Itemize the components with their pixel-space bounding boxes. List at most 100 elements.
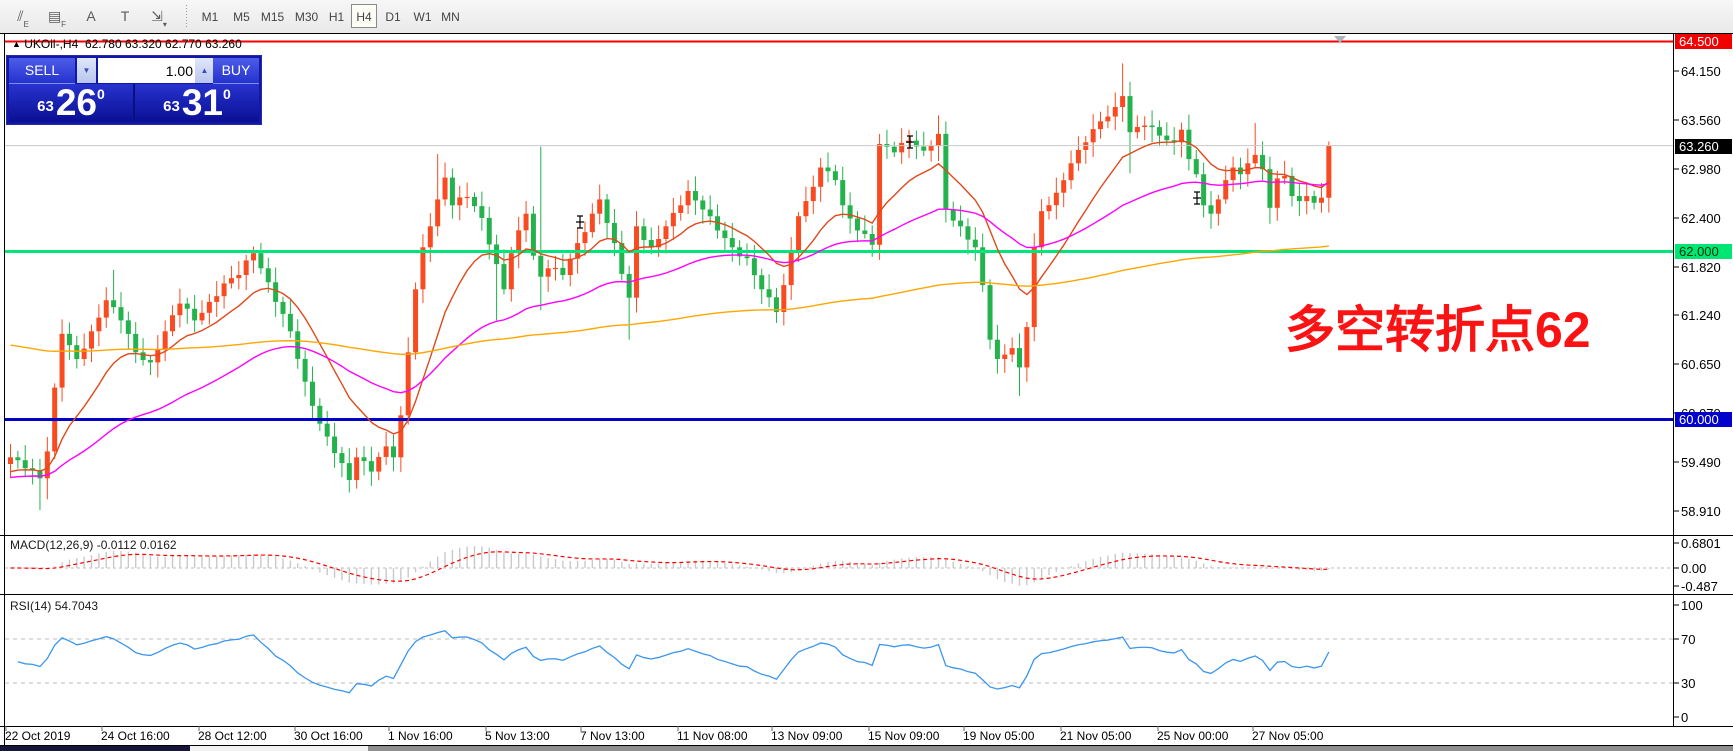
candle-body xyxy=(1075,149,1081,164)
macd-signal-line xyxy=(10,551,1329,582)
candle-body xyxy=(125,320,131,334)
rsi-value: 54.7043 xyxy=(54,599,99,613)
candle-body xyxy=(405,352,411,416)
candle-body xyxy=(958,220,964,227)
candle-body xyxy=(935,133,941,147)
candle-body xyxy=(980,247,986,286)
buy-price-big: 31 xyxy=(181,82,224,123)
buy-quote[interactable]: 63 31 0 xyxy=(135,84,259,122)
candle-body xyxy=(103,300,109,318)
buy-price-prefix: 63 xyxy=(163,98,180,115)
candle-body xyxy=(862,230,868,234)
candle-body xyxy=(1127,96,1133,133)
candle-body xyxy=(604,199,610,223)
time-label: 5 Nov 13:00 xyxy=(485,729,550,743)
timeframe-button-h1[interactable]: H1 xyxy=(328,10,345,24)
candle-body xyxy=(59,333,65,388)
candle-body xyxy=(523,213,529,231)
collapse-icon[interactable]: ▲ xyxy=(12,39,21,49)
candle-body xyxy=(1215,199,1221,214)
candle-body xyxy=(715,216,721,231)
timeframe-button-m5[interactable]: M5 xyxy=(233,10,250,24)
buy-button[interactable]: BUY xyxy=(213,58,259,84)
candle-body xyxy=(545,268,551,277)
price-badge: 64.500 xyxy=(1675,34,1732,49)
candle-body xyxy=(1274,178,1280,208)
price-tick-label: 62.400 xyxy=(1681,211,1721,226)
candle-body xyxy=(339,453,345,464)
candle-body xyxy=(22,460,28,469)
price-tick-label: 63.560 xyxy=(1681,113,1721,128)
candle-body xyxy=(464,196,470,199)
price-badge: 60.000 xyxy=(1675,412,1732,427)
candle-body xyxy=(1068,163,1074,181)
candle-body xyxy=(508,253,514,290)
chart-object-marker xyxy=(1193,191,1201,205)
candle-body xyxy=(390,446,396,458)
candle-body xyxy=(324,423,330,437)
sell-quote[interactable]: 63 26 0 xyxy=(9,84,133,122)
candle-body xyxy=(803,201,809,217)
ma-slow xyxy=(10,245,1329,356)
candle-body xyxy=(987,285,993,340)
symbol-ohlc: 62.780 63.320 62.770 63.260 xyxy=(84,37,242,51)
candle-body xyxy=(1134,126,1140,133)
candle-body xyxy=(1245,163,1251,175)
candle-body xyxy=(766,289,772,298)
candle-body xyxy=(280,301,286,314)
candle-body xyxy=(1304,196,1310,202)
candle-body xyxy=(398,415,404,458)
candle-body xyxy=(656,239,662,248)
candle-body xyxy=(788,251,794,286)
text-label-icon[interactable]: A xyxy=(86,8,96,24)
candle-body xyxy=(162,331,168,350)
candle-body xyxy=(994,339,1000,360)
candle-body xyxy=(685,191,691,206)
timeframe-button-m1[interactable]: M1 xyxy=(201,10,219,24)
candle-body xyxy=(1164,135,1170,141)
candle-body xyxy=(287,313,293,332)
candle-body xyxy=(206,301,212,313)
candle-body xyxy=(140,352,146,361)
candle-body xyxy=(589,213,595,233)
candle-body xyxy=(744,256,750,259)
candle-body xyxy=(1267,169,1273,208)
time-label: 30 Oct 16:00 xyxy=(294,729,363,743)
symbol-name: UKOil-,H4 xyxy=(24,37,79,51)
time-label: 19 Nov 05:00 xyxy=(963,729,1035,743)
price-badge: 62.000 xyxy=(1675,244,1732,259)
candle-body xyxy=(877,143,883,245)
timeframe-button-w1[interactable]: W1 xyxy=(413,10,432,24)
timeframe-button-h4[interactable]: H4 xyxy=(351,4,377,28)
quote-divider xyxy=(133,84,135,122)
candle-body xyxy=(611,222,617,244)
candle-body xyxy=(869,233,875,245)
timeframe-button-d1[interactable]: D1 xyxy=(385,10,401,24)
candle-body xyxy=(1252,154,1258,164)
fibonacci-icon[interactable]: ▤ F xyxy=(47,7,67,30)
candle-body xyxy=(413,289,419,353)
volume-decrease-button[interactable]: ▼ xyxy=(77,58,96,83)
candle-body xyxy=(854,218,860,231)
candle-body xyxy=(501,264,507,290)
text-box-icon[interactable]: T xyxy=(120,8,130,24)
draw-channel-icon[interactable]: ⫽ E xyxy=(17,7,29,30)
candle-body xyxy=(199,312,205,321)
arrows-icon[interactable]: ⇲ ▾ xyxy=(151,7,167,30)
candle-body xyxy=(457,197,463,206)
candle-body xyxy=(913,140,919,147)
candle-body xyxy=(435,199,441,227)
volume-increase-button[interactable]: ▲ xyxy=(195,58,214,83)
macd-pane xyxy=(5,546,1673,586)
shift-marker-icon[interactable] xyxy=(1334,36,1346,43)
candle-body xyxy=(1090,129,1096,143)
sell-button[interactable]: SELL xyxy=(9,58,75,84)
volume-input[interactable] xyxy=(98,58,201,83)
timeframe-button-m15[interactable]: M15 xyxy=(260,10,285,24)
candle-body xyxy=(1318,197,1324,203)
candle-body xyxy=(773,297,779,312)
timeframe-button-m30[interactable]: M30 xyxy=(294,10,319,24)
candle-body xyxy=(442,177,448,200)
timeframe-button-mn[interactable]: MN xyxy=(441,10,460,24)
